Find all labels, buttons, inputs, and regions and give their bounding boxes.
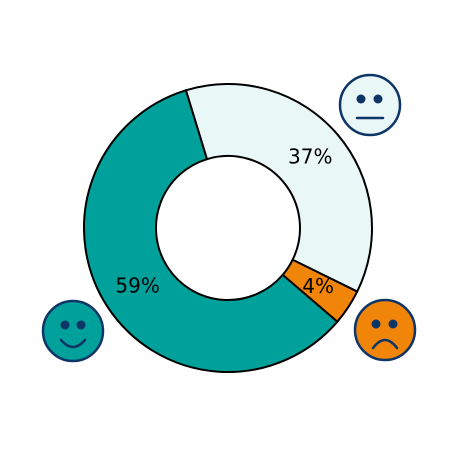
sad-face-icon [353,298,417,362]
neutral-face-icon [338,73,402,137]
donut-slice [184,83,373,293]
donut: 37% 4% 59% [83,83,373,373]
data-label: 37% [288,145,332,169]
data-label: 59% [115,274,159,298]
data-label: 4% [302,274,334,298]
donut-slice [83,89,339,373]
happy-face-icon [41,299,105,363]
